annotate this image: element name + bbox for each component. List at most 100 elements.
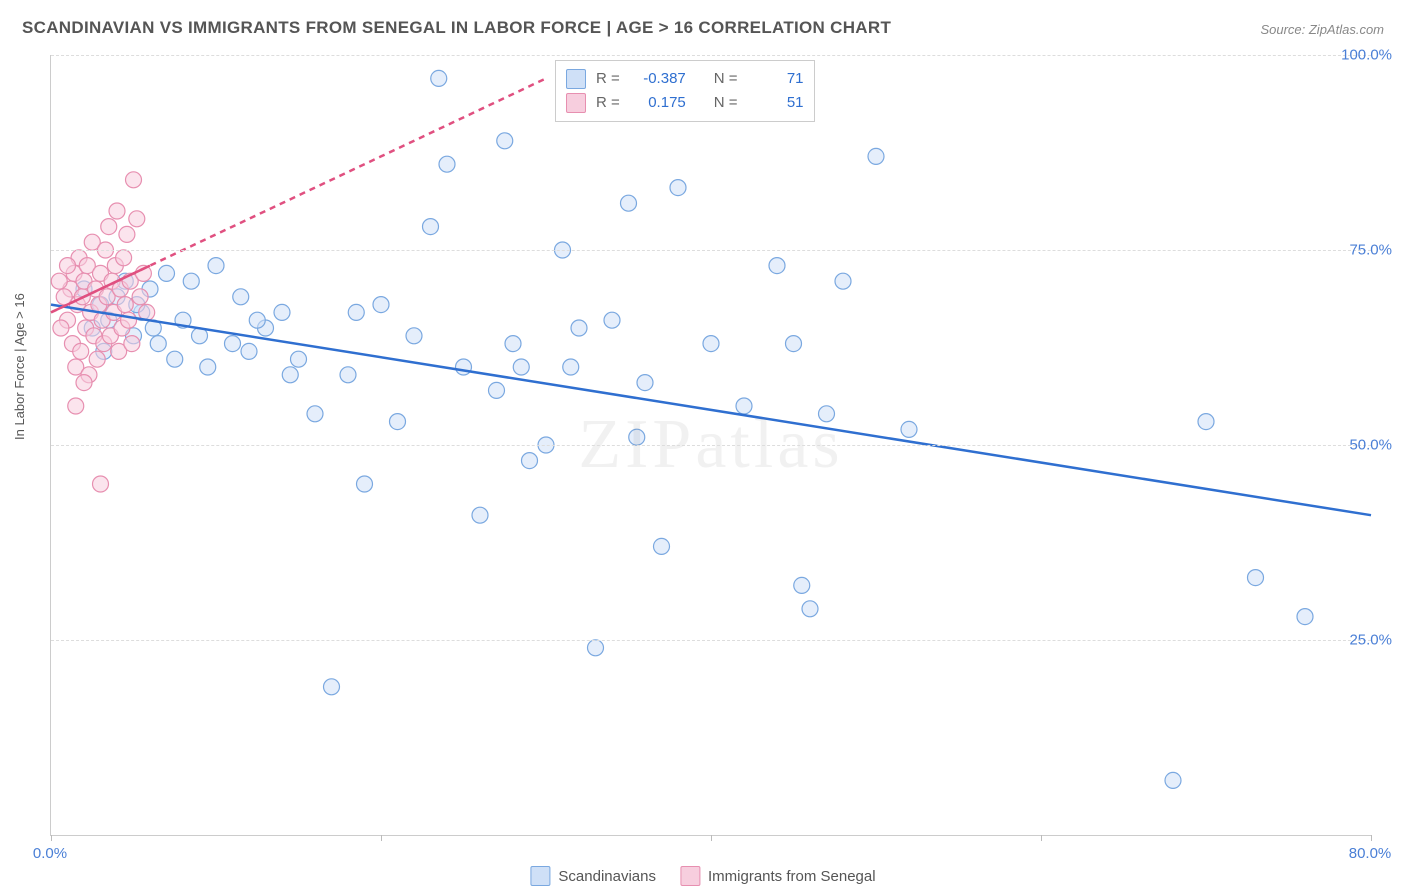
data-point (505, 336, 521, 352)
data-point (348, 304, 364, 320)
gridline (51, 250, 1371, 251)
data-point (73, 343, 89, 359)
r-value: -0.387 (630, 67, 686, 91)
data-point (101, 219, 117, 235)
data-point (423, 219, 439, 235)
legend-item-scandinavians: Scandinavians (530, 866, 656, 886)
data-point (89, 351, 105, 367)
correlation-row-1: R = -0.387 N = 71 (566, 67, 804, 91)
n-label: N = (714, 91, 738, 115)
data-point (126, 172, 142, 188)
data-point (621, 195, 637, 211)
data-point (703, 336, 719, 352)
r-label: R = (596, 67, 620, 91)
gridline (51, 640, 1371, 641)
data-point (274, 304, 290, 320)
data-point (431, 70, 447, 86)
data-point (769, 258, 785, 274)
data-point (472, 507, 488, 523)
data-point (291, 351, 307, 367)
y-tick-label: 50.0% (1349, 437, 1392, 454)
data-point (736, 398, 752, 414)
data-point (629, 429, 645, 445)
chart-title: SCANDINAVIAN VS IMMIGRANTS FROM SENEGAL … (22, 18, 891, 38)
data-point (522, 453, 538, 469)
y-axis-label: In Labor Force | Age > 16 (12, 293, 27, 440)
y-tick-label: 100.0% (1341, 47, 1392, 64)
legend-label: Immigrants from Senegal (708, 868, 876, 885)
data-point (637, 375, 653, 391)
n-value: 51 (748, 91, 804, 115)
x-tick (1371, 835, 1372, 841)
swatch-icon (566, 69, 586, 89)
swatch-icon (530, 866, 550, 886)
gridline (51, 445, 1371, 446)
data-point (654, 538, 670, 554)
r-value: 0.175 (630, 91, 686, 115)
data-point (124, 336, 140, 352)
data-point (390, 414, 406, 430)
data-point (183, 273, 199, 289)
x-tick (711, 835, 712, 841)
series-legend: Scandinavians Immigrants from Senegal (530, 866, 875, 886)
swatch-icon (680, 866, 700, 886)
data-point (786, 336, 802, 352)
data-point (868, 148, 884, 164)
y-tick-label: 25.0% (1349, 632, 1392, 649)
data-point (167, 351, 183, 367)
data-point (794, 577, 810, 593)
data-point (53, 320, 69, 336)
r-label: R = (596, 91, 620, 115)
data-point (571, 320, 587, 336)
data-point (324, 679, 340, 695)
x-tick (1041, 835, 1042, 841)
data-point (802, 601, 818, 617)
data-point (373, 297, 389, 313)
data-point (159, 265, 175, 281)
correlation-row-2: R = 0.175 N = 51 (566, 91, 804, 115)
y-tick-label: 75.0% (1349, 242, 1392, 259)
data-point (497, 133, 513, 149)
data-point (1198, 414, 1214, 430)
data-point (670, 180, 686, 196)
data-point (819, 406, 835, 422)
data-point (208, 258, 224, 274)
n-label: N = (714, 67, 738, 91)
data-point (513, 359, 529, 375)
data-point (60, 258, 76, 274)
data-point (117, 297, 133, 313)
data-point (76, 375, 92, 391)
swatch-icon (566, 93, 586, 113)
data-point (129, 211, 145, 227)
x-tick-label: 80.0% (1349, 845, 1392, 862)
data-point (406, 328, 422, 344)
data-point (456, 359, 472, 375)
data-point (282, 367, 298, 383)
data-point (1297, 609, 1313, 625)
legend-item-senegal: Immigrants from Senegal (680, 866, 876, 886)
data-point (604, 312, 620, 328)
x-tick-label: 0.0% (33, 845, 67, 862)
data-point (116, 250, 132, 266)
data-point (225, 336, 241, 352)
data-point (1248, 570, 1264, 586)
data-point (835, 273, 851, 289)
data-point (489, 382, 505, 398)
trend-line (51, 78, 546, 312)
n-value: 71 (748, 67, 804, 91)
data-point (93, 476, 109, 492)
data-point (439, 156, 455, 172)
data-point (901, 421, 917, 437)
data-point (132, 289, 148, 305)
source-label: Source: ZipAtlas.com (1260, 22, 1384, 37)
data-point (68, 398, 84, 414)
data-point (119, 226, 135, 242)
data-point (241, 343, 257, 359)
plot-area: ZIPatlas (50, 55, 1371, 836)
data-point (1165, 772, 1181, 788)
chart-container: SCANDINAVIAN VS IMMIGRANTS FROM SENEGAL … (0, 0, 1406, 892)
data-point (357, 476, 373, 492)
gridline (51, 55, 1371, 56)
x-tick (381, 835, 382, 841)
data-point (563, 359, 579, 375)
